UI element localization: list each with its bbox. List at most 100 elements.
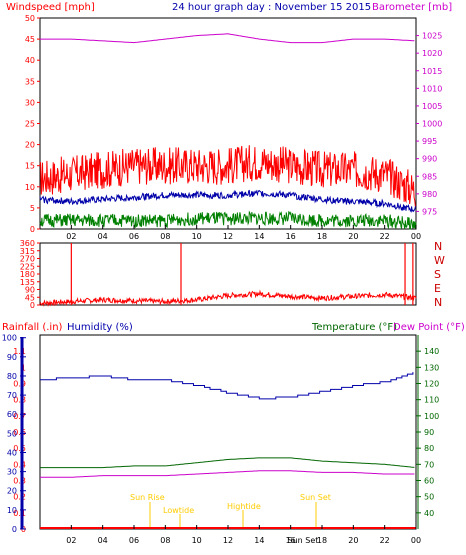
wind-y-tick-label: 30	[25, 98, 35, 107]
wind-y-tick-label: 35	[25, 77, 35, 86]
top-x-tick-label: 02	[66, 232, 76, 241]
dewpoint-series	[40, 470, 415, 478]
bottom-x-tick-label: 08	[160, 536, 170, 545]
baro-y-tick-label: 990	[422, 155, 437, 164]
temp-y-tick-label: 40	[424, 509, 434, 518]
dir-y-tick-label: 0	[30, 301, 35, 310]
humidity-y-tick-label: 70	[7, 391, 17, 400]
wind-y-tick-label: 50	[25, 14, 35, 23]
dir-y-tick-label: 360	[20, 239, 35, 248]
top-x-tick-label: 10	[192, 232, 202, 241]
temp-y-tick-label: 110	[424, 396, 439, 405]
top-plot-frame	[39, 17, 417, 230]
direction-label-n-top: N	[434, 240, 442, 253]
bottom-x-tick-label: 00	[411, 536, 421, 545]
wind-y-tick-label: 15	[25, 162, 35, 171]
direction-label-n-bottom: N	[434, 296, 442, 309]
temperature-series	[40, 457, 415, 469]
wind-y-tick-label: 20	[25, 141, 35, 150]
humidity-y-tick-label: 100	[2, 334, 17, 343]
baro-y-tick-label: 995	[422, 137, 437, 146]
baro-y-tick-label: 1025	[422, 32, 442, 41]
temp-y-tick-label: 120	[424, 380, 439, 389]
temp-y-tick-label: 50	[424, 493, 434, 502]
baro-y-tick-label: 1005	[422, 102, 442, 111]
lowtide-label: Lowtide	[163, 506, 194, 515]
humidity-y-tick-label: 10	[7, 506, 17, 515]
rainfall-label: Rainfall (.in)	[2, 322, 63, 333]
humidity-y-tick-label: 50	[7, 429, 17, 438]
humidity-series	[40, 372, 414, 400]
humidity-y-tick-label: 90	[7, 353, 17, 362]
direction-label-s: S	[434, 268, 441, 281]
temp-y-tick-label: 80	[424, 444, 434, 453]
direction-label-w: W	[434, 254, 445, 267]
rain-y-tick-label: 0.5	[13, 444, 26, 453]
wind-direction-series	[39, 289, 417, 307]
temp-y-tick-label: 130	[424, 363, 439, 372]
bottom-x-tick-label: 20	[348, 536, 358, 545]
sunrise-label: Sun Rise	[130, 493, 165, 502]
humidity-y-tick-label: 80	[7, 372, 17, 381]
direction-label-e: E	[434, 282, 441, 295]
humidity-label: Humidity (%)	[67, 322, 133, 333]
wind-y-tick-label: 10	[25, 183, 35, 192]
bottom-x-tick-label: 02	[66, 536, 76, 545]
wind-gust-series	[39, 145, 417, 208]
humidity-y-tick-label: 60	[7, 410, 17, 419]
temp-y-tick-label: 100	[424, 412, 439, 421]
humidity-y-tick-label: 40	[7, 448, 17, 457]
barometer-series	[40, 33, 415, 44]
top-x-tick-label: 00	[411, 232, 421, 241]
baro-y-tick-label: 1015	[422, 67, 442, 76]
top-x-tick-label: 18	[317, 232, 327, 241]
rain-y-tick-label: 0.8	[13, 396, 26, 405]
wind-y-tick-label: 25	[25, 120, 35, 129]
sunset-label: Sun Set	[300, 493, 331, 502]
dir-y-tick-label: 45	[25, 293, 35, 302]
annotation-sunrise: Sun Rise	[130, 493, 165, 528]
top-x-tick-label: 14	[254, 232, 264, 241]
rain-y-tick-label: 0.4	[13, 460, 26, 469]
hightide-label: Hightide	[227, 502, 261, 511]
dir-y-tick-label: 270	[20, 255, 35, 264]
temp-y-tick-label: 70	[424, 460, 434, 469]
baro-y-tick-label: 1020	[422, 49, 442, 58]
annotation-hightide: Hightide	[227, 502, 261, 528]
rain-y-tick-label: 0.9	[13, 380, 26, 389]
baro-y-tick-label: 1000	[422, 120, 442, 129]
bottom-x-tick-label: 10	[192, 536, 202, 545]
temp-y-tick-label: 90	[424, 428, 434, 437]
dir-y-tick-label: 90	[25, 286, 35, 295]
top-x-tick-label: 06	[129, 232, 139, 241]
baro-y-tick-label: 1010	[422, 84, 442, 93]
temp-y-tick-label: 140	[424, 347, 439, 356]
dir-y-tick-label: 180	[20, 270, 35, 279]
dir-y-tick-label: 225	[20, 262, 35, 271]
annotation-sunset: Sun Set	[300, 493, 331, 528]
sunset-axis-label: Sun Set	[288, 536, 319, 545]
top-x-tick-label: 08	[160, 232, 170, 241]
bottom-x-tick-label: 16	[286, 536, 296, 545]
wind-y-tick-label: 5	[30, 204, 35, 213]
bottom-x-tick-label: 14	[254, 536, 264, 545]
top-x-tick-label: 22	[380, 232, 390, 241]
wind-avg-series	[39, 189, 417, 214]
date-title: 24 hour graph day : November 15 2015	[172, 2, 371, 13]
rain-y-tick-label: 1.1	[13, 347, 26, 356]
barometer-label: Barometer [mb]	[372, 2, 452, 13]
annotation-lowtide: Lowtide	[163, 506, 194, 528]
humidity-y-tick-label: 20	[7, 487, 17, 496]
dewpoint-label: Dew Point (°F)	[393, 322, 465, 333]
bottom-x-tick-label: 18	[317, 536, 327, 545]
top-x-tick-label: 20	[348, 232, 358, 241]
top-x-tick-label: 04	[98, 232, 108, 241]
rain-y-tick-label: 0.1	[13, 509, 26, 518]
rain-y-tick-label: 0.7	[13, 412, 26, 421]
baro-y-tick-label: 985	[422, 172, 437, 181]
top-x-tick-label: 12	[223, 232, 233, 241]
bottom-x-tick-label: 12	[223, 536, 233, 545]
windspeed-label: Windspeed [mph]	[6, 2, 95, 13]
humidity-y-tick-label: 30	[7, 468, 17, 477]
